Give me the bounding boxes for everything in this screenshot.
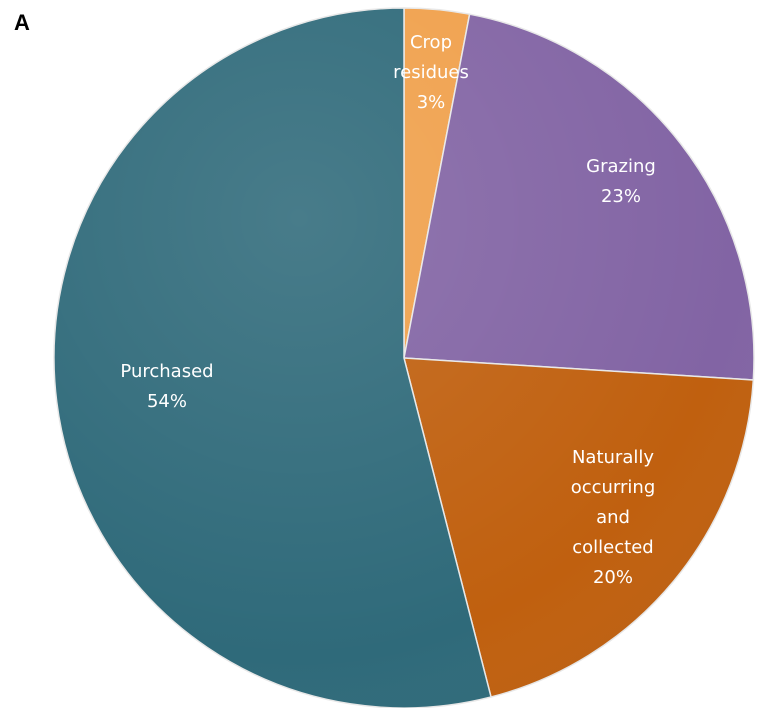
slice-label-line: 3% [417,92,446,113]
slice-label-line: and [596,507,630,528]
slice-label-crop-residues: Crop residues 3% [393,32,469,113]
slice-label-line: 20% [593,567,633,588]
slice-label-line: Naturally [572,447,654,468]
slice-label-line: Purchased [120,361,213,382]
slice-label-line: 23% [601,186,641,207]
pie-labels: Crop residues 3% Grazing 23% Naturally occurri… [120,32,655,588]
slice-label-line: residues [393,62,469,83]
slice-label-naturally-occurring-and-collected: Naturally occurring and collected 20% [571,447,656,588]
slice-label-line: Grazing [586,156,656,177]
slice-label-grazing: Grazing 23% [586,156,656,207]
slice-label-line: 54% [147,391,187,412]
panel-label: A [14,10,30,35]
slice-label-line: Crop [410,32,452,53]
slice-label-purchased: Purchased 54% [120,361,213,412]
pie-slices [53,7,755,708]
slice-label-line: occurring [571,477,656,498]
slice-label-line: collected [572,537,653,558]
